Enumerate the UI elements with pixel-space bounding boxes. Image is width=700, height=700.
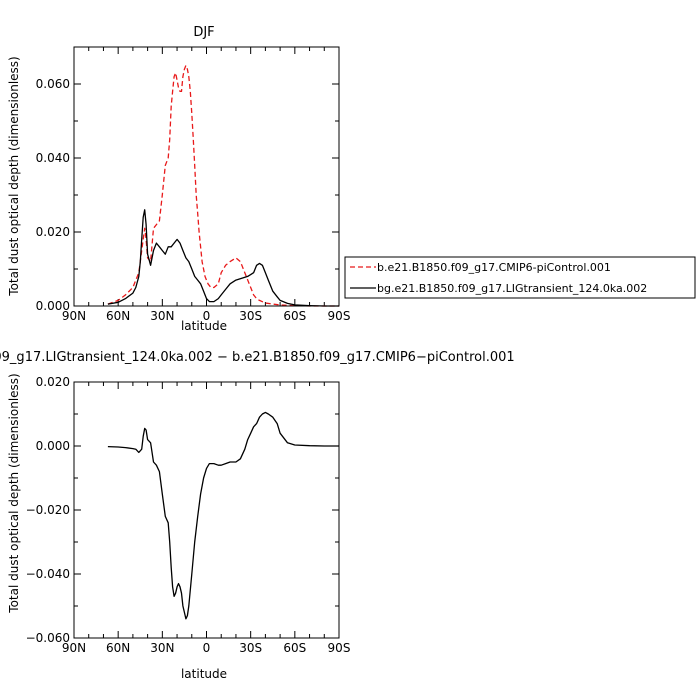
y-tick-label: 0.040 [36,151,70,165]
y-tick-label: −0.060 [26,631,70,645]
x-tick-label: 60S [283,309,306,323]
legend: b.e21.B1850.f09_g17.CMIP6-piControl.001 … [344,256,696,299]
x-tick-label: 60N [106,309,130,323]
y-axis-title: Total dust optical depth (dimensionless) [7,56,21,296]
x-tick-label: 30N [150,309,174,323]
series-line-1 [107,411,339,620]
series-line-2 [107,209,339,307]
chart-bottom: bg.e21.B1850.f09_g17.LIGtransient_124.0k… [0,350,515,681]
x-tick-label: 30S [239,309,262,323]
legend-label-piControl: b.e21.B1850.f09_g17.CMIP6-piControl.001 [377,261,611,274]
y-tick-label: 0.020 [36,225,70,239]
series-line-1 [107,64,339,307]
difference-x-axis-title: latitude [181,667,227,681]
y-tick-label: 0.000 [36,439,70,453]
y-tick-label: −0.040 [26,567,70,581]
legend-box [344,256,696,299]
x-tick-label: 0 [203,641,211,655]
chart-top: DJF Total dust optical depth (dimensionl… [7,25,350,333]
difference-y-axis-title: Total dust optical depth (dimensionless) [7,373,21,613]
x-tick-label: 30S [239,641,262,655]
x-tick-label: 60S [283,641,306,655]
difference-chart-title: bg.e21.B1850.f09_g17.LIGtransient_124.0k… [0,350,515,365]
series-layer [107,64,339,307]
x-tick-label: 90N [62,309,86,323]
series-layer [107,411,339,620]
y-tick-label: 0.060 [36,77,70,91]
x-tick-label: 60N [106,641,130,655]
x-tick-label: 0 [203,309,211,323]
tick-layer: 90N 60N 30N 0 30S 60S 90S 0.000 0.020 0.040 0.060 [36,46,351,323]
y-tick-label: 0.020 [36,375,70,389]
legend-label-LIGtransient: bg.e21.B1850.f09_g17.LIGtransient_124.0k… [377,282,647,295]
plot-frame [73,46,340,307]
tick-layer: 90N 60N 30N 0 30S 60S 90S −0.060 −0.040 −0.020 0.0… [26,375,351,655]
x-tick-label: 30N [150,641,174,655]
x-tick-label: 90N [62,641,86,655]
x-tick-label: 90S [328,309,351,323]
x-tick-label: 90S [328,641,351,655]
x-axis-title: latitude [181,319,227,333]
plot-frame [73,381,340,639]
y-tick-label: −0.020 [26,503,70,517]
y-tick-label: 0.000 [36,299,70,313]
chart-title: DJF [193,25,214,40]
